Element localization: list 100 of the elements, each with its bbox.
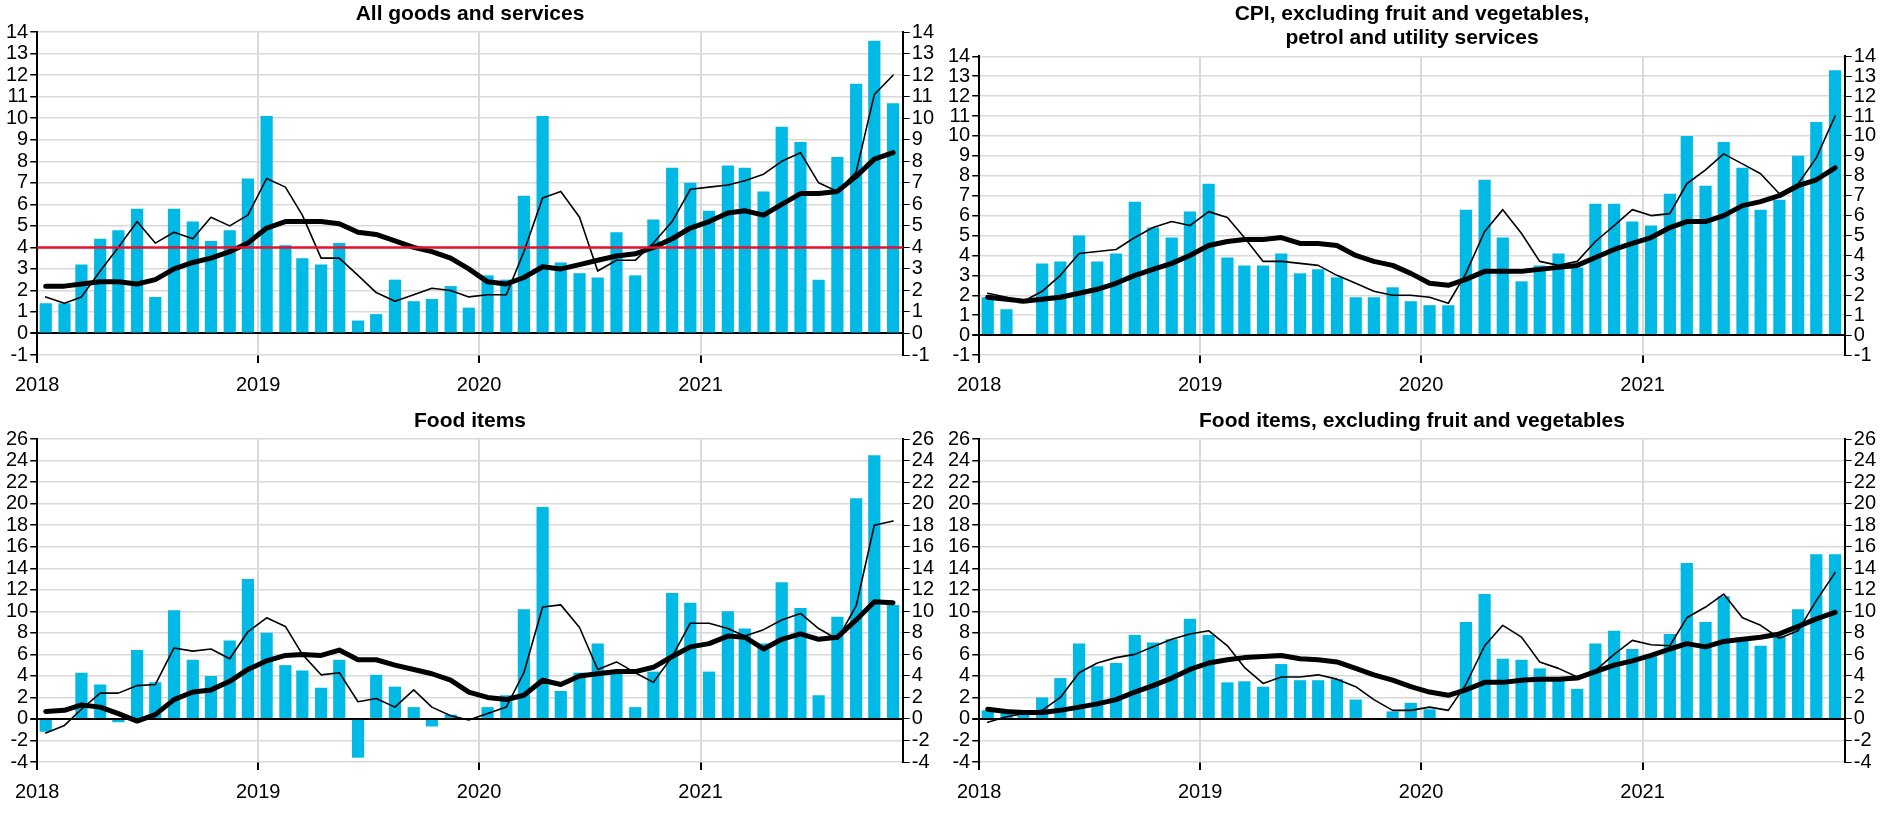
y-tick-label: 1 [959,302,971,325]
y-tick-label: 2 [959,282,971,305]
bar [1699,622,1712,718]
bar [738,628,751,718]
bar [462,307,475,333]
y2-tick-label: -2 [1853,727,1872,750]
y2-tick-label: 22 [6,469,29,492]
bar [1754,645,1767,718]
bar [1091,261,1104,335]
bar [1312,680,1325,718]
chart-title: All goods and services [355,0,585,24]
bar [1000,309,1013,335]
y2-tick-label: 14 [6,555,29,578]
bar [1589,203,1602,335]
bar [1663,633,1676,718]
y2-tick-label: 8 [17,148,29,171]
y-tick-label: 0 [959,322,971,345]
bar [886,103,900,333]
bar [131,650,144,718]
y-tick-label: 14 [911,19,934,42]
y-tick-label: 16 [911,534,934,557]
y2-tick-label: 2 [17,684,29,707]
y2-tick-label: 12 [6,62,29,85]
x-tick-label: 2019 [1177,779,1223,802]
bar [1533,265,1546,335]
bar [1202,635,1215,718]
y-tick-label: 2 [911,684,923,707]
y-tick-label: 6 [911,191,923,214]
y2-tick-label: 12 [6,577,29,600]
y2-tick-label: 4 [17,234,29,257]
x-tick-label: 2019 [235,372,281,395]
bar [591,277,604,333]
bar [1073,235,1086,335]
chart-title: CPI, excluding fruit and vegetables, petrol and utility services [1234,0,1590,49]
y2-tick-label: 1 [1853,302,1865,325]
y2-tick-label: 18 [1853,512,1876,535]
y-tick-label: 26 [948,426,971,449]
bar [241,178,254,333]
y-tick-label: 20 [911,491,934,514]
bar [850,83,863,333]
x-tick-label: 2021 [678,372,723,395]
bar [425,299,438,333]
y2-tick-label: -1 [1853,342,1872,365]
bar [647,219,660,333]
y-tick-label: 4 [911,663,923,686]
y2-tick-label: 12 [1853,83,1876,106]
y-tick-label: 1 [911,299,923,322]
bar [1699,185,1712,335]
bar [296,670,309,718]
bar [1552,253,1565,335]
y-tick-label: 12 [948,577,971,600]
bar [1459,622,1472,718]
bar [1828,70,1842,335]
bar [554,262,567,333]
bar [260,116,273,333]
y2-tick-label: 9 [17,127,29,150]
bar [1349,699,1362,718]
bar [1571,267,1584,335]
bar [39,303,52,333]
bar [1644,654,1658,718]
y-tick-label: 4 [959,663,971,686]
y-tick-label: 13 [911,41,934,64]
bar [1221,257,1234,335]
bar [812,695,825,718]
bar [1238,681,1251,718]
y-tick-label: 4 [911,234,923,257]
y-tick-label: -2 [952,727,971,750]
x-tick-label: 2021 [1620,372,1665,395]
y-tick-label: 18 [911,512,934,535]
bar [831,616,844,718]
bar [1810,554,1823,718]
y-tick-label: 24 [948,448,971,471]
y-tick-label: 3 [959,262,971,285]
bar [1810,122,1823,335]
bar [1792,609,1805,718]
bar [1367,297,1380,335]
bar [279,665,292,718]
y2-tick-label: 20 [6,491,29,514]
y-tick-label: 6 [959,203,971,226]
y2-tick-label: 7 [1853,183,1865,206]
bar [757,191,770,333]
y-tick-label: 7 [911,170,923,193]
bar [1238,265,1251,335]
y2-tick-label: -4 [1853,749,1872,772]
bar [554,690,567,718]
y2-tick-label: 18 [6,512,29,535]
y2-tick-label: 13 [6,41,29,64]
bar [666,167,679,333]
bar [1515,281,1528,335]
y-tick-label: 12 [948,83,971,106]
bar [1717,141,1730,335]
bar [1478,179,1491,335]
bar [58,303,71,333]
bar [738,167,751,333]
bar [1349,297,1362,335]
y-tick-label: 11 [911,84,933,107]
bar [1496,658,1509,718]
y-tick-label: 11 [949,103,971,126]
bar [1626,221,1639,335]
x-tick-label: 2020 [456,779,502,802]
